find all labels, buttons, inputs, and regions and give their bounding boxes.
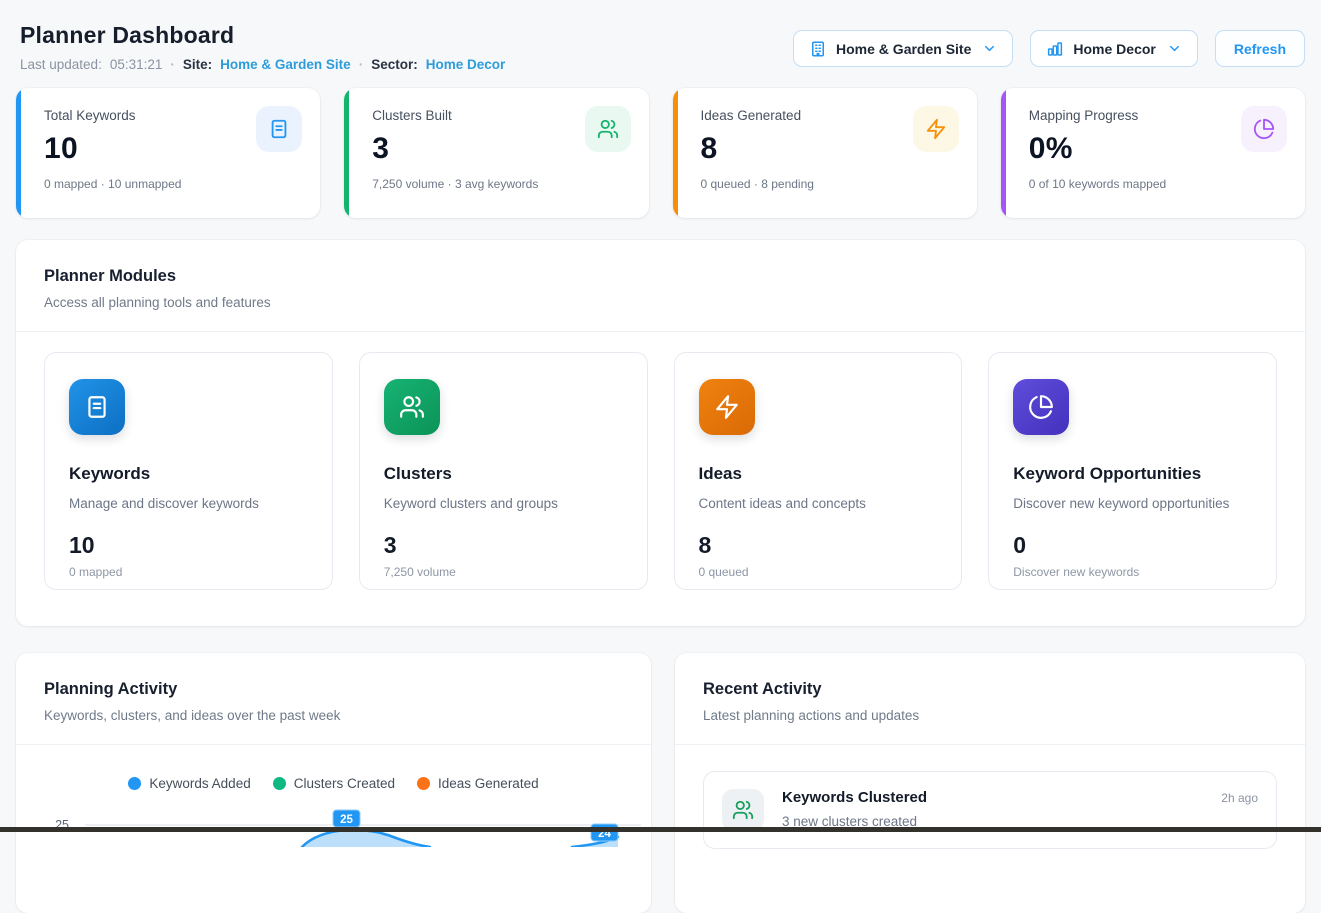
modules-grid: Keywords Manage and discover keywords 10… [16, 332, 1305, 590]
point-label-25: 25 [333, 810, 360, 827]
module-card-clusters[interactable]: Clusters Keyword clusters and groups 3 7… [359, 352, 648, 590]
recent-activity-title: Recent Activity [703, 680, 1277, 699]
module-title: Keyword Opportunities [1013, 464, 1252, 484]
planning-activity-title: Planning Activity [44, 680, 623, 699]
users-icon [722, 789, 764, 831]
stat-subtitle: 0 of 10 keywords mapped [1029, 177, 1285, 191]
users-icon [384, 379, 440, 435]
legend-dot-blue [128, 777, 141, 790]
module-stat: 0 mapped [69, 565, 308, 579]
module-description: Discover new keyword opportunities [1013, 496, 1252, 511]
meta-separator: · [359, 57, 364, 72]
stat-subtitle: 7,250 volume · 3 avg keywords [372, 177, 628, 191]
sector-link[interactable]: Home Decor [426, 57, 506, 72]
legend-item-ideas-generated[interactable]: Ideas Generated [417, 776, 539, 791]
divider [16, 744, 651, 745]
modules-panel-title: Planner Modules [44, 267, 1277, 286]
svg-text:25: 25 [340, 814, 353, 826]
zap-icon [913, 106, 959, 152]
page-title: Planner Dashboard [20, 22, 505, 49]
refresh-button[interactable]: Refresh [1215, 30, 1305, 67]
module-stat: Discover new keywords [1013, 565, 1252, 579]
legend-dot-green [273, 777, 286, 790]
last-updated-time: 05:31:21 [110, 57, 163, 72]
stat-subtitle: 0 mapped · 10 unmapped [44, 177, 300, 191]
recent-activity-panel: Recent Activity Latest planning actions … [675, 653, 1305, 913]
bar-chart-icon [1046, 40, 1064, 58]
page-header: Planner Dashboard Last updated: 05:31:21… [16, 0, 1305, 72]
pie-chart-icon [1013, 379, 1069, 435]
screen-bottom-edge [0, 827, 1321, 832]
stat-card-ideas-generated: Ideas Generated 8 0 queued · 8 pending [673, 88, 977, 218]
module-title: Keywords [69, 464, 308, 484]
module-description: Content ideas and concepts [699, 496, 938, 511]
stat-card-total-keywords: Total Keywords 10 0 mapped · 10 unmapped [16, 88, 320, 218]
module-title: Clusters [384, 464, 623, 484]
activity-line-chart: 25 25 2 [44, 801, 641, 847]
activity-item-keywords-clustered: Keywords Clustered 2h ago 3 new clusters… [703, 771, 1277, 849]
last-updated-label: Last updated: [20, 57, 102, 72]
module-value: 0 [1013, 532, 1252, 559]
stat-card-mapping-progress: Mapping Progress 0% 0 of 10 keywords map… [1001, 88, 1305, 218]
site-link[interactable]: Home & Garden Site [220, 57, 351, 72]
document-icon [69, 379, 125, 435]
chevron-down-icon [982, 41, 997, 56]
site-selector-dropdown[interactable]: Home & Garden Site [793, 30, 1013, 67]
module-description: Manage and discover keywords [69, 496, 308, 511]
module-card-keyword-opportunities[interactable]: Keyword Opportunities Discover new keywo… [988, 352, 1277, 590]
stat-card-clusters-built: Clusters Built 3 7,250 volume · 3 avg ke… [344, 88, 648, 218]
module-value: 8 [699, 532, 938, 559]
planner-modules-panel: Planner Modules Access all planning tool… [16, 240, 1305, 626]
module-card-keywords[interactable]: Keywords Manage and discover keywords 10… [44, 352, 333, 590]
legend-label: Ideas Generated [438, 776, 539, 791]
recent-activity-subtitle: Latest planning actions and updates [703, 708, 1277, 723]
legend-label: Keywords Added [149, 776, 250, 791]
sector-label: Sector: [371, 57, 418, 72]
sector-selector-dropdown[interactable]: Home Decor [1030, 30, 1197, 67]
module-description: Keyword clusters and groups [384, 496, 623, 511]
sector-selector-label: Home Decor [1073, 41, 1155, 57]
site-selector-label: Home & Garden Site [836, 41, 971, 57]
chart-canvas: 25 25 2 [44, 801, 641, 847]
module-value: 10 [69, 532, 308, 559]
module-title: Ideas [699, 464, 938, 484]
zap-icon [699, 379, 755, 435]
modules-panel-subtitle: Access all planning tools and features [44, 295, 1277, 310]
document-icon [256, 106, 302, 152]
stat-subtitle: 0 queued · 8 pending [701, 177, 957, 191]
legend-label: Clusters Created [294, 776, 395, 791]
planning-activity-subtitle: Keywords, clusters, and ideas over the p… [44, 708, 623, 723]
module-stat: 7,250 volume [384, 565, 623, 579]
stat-cards-row: Total Keywords 10 0 mapped · 10 unmapped… [16, 88, 1305, 218]
activity-timestamp: 2h ago [1221, 791, 1258, 805]
activity-list: Keywords Clustered 2h ago 3 new clusters… [675, 745, 1305, 849]
activity-title: Keywords Clustered [782, 789, 927, 806]
building-icon [809, 40, 827, 58]
pie-chart-icon [1241, 106, 1287, 152]
legend-dot-orange [417, 777, 430, 790]
legend-item-clusters-created[interactable]: Clusters Created [273, 776, 395, 791]
module-card-ideas[interactable]: Ideas Content ideas and concepts 8 0 que… [674, 352, 963, 590]
users-icon [585, 106, 631, 152]
module-value: 3 [384, 532, 623, 559]
chart-legend: Keywords Added Clusters Created Ideas Ge… [16, 776, 651, 791]
module-stat: 0 queued [699, 565, 938, 579]
toolbar: Home & Garden Site Home Decor Refresh [793, 30, 1305, 67]
site-label: Site: [183, 57, 212, 72]
meta-separator: · [170, 57, 175, 72]
breadcrumb-meta: Last updated: 05:31:21 · Site: Home & Ga… [20, 57, 505, 72]
planning-activity-panel: Planning Activity Keywords, clusters, an… [16, 653, 651, 913]
legend-item-keywords-added[interactable]: Keywords Added [128, 776, 250, 791]
chevron-down-icon [1167, 41, 1182, 56]
area-fill [302, 830, 430, 847]
